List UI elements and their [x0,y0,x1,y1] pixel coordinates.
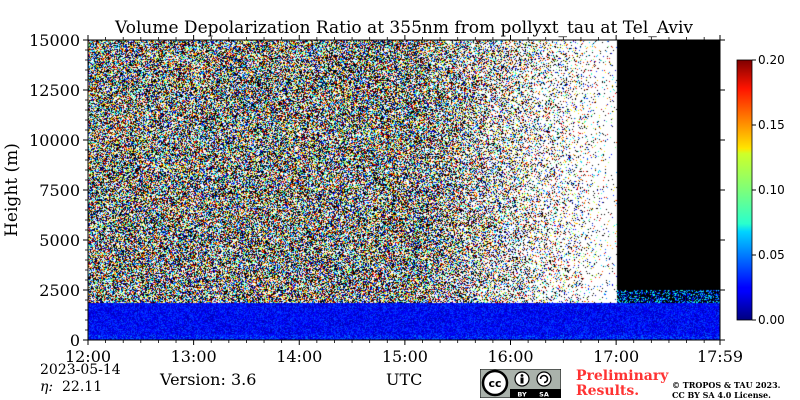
y-tick-label: 7500 [39,181,80,200]
colorbar-tick-label: 0.15 [758,118,785,132]
colorbar-tick-label: 0.20 [758,53,785,67]
chart-title: Volume Depolarization Ratio at 355nm fro… [114,18,693,38]
sa-label: SA [539,391,549,399]
eta-symbol: η: [40,379,54,395]
x-tick-label: 16:00 [487,347,533,366]
x-tick-label: 13:00 [171,347,217,366]
version-label: Version: 3.6 [160,370,257,389]
x-tick-label: 17:00 [593,347,639,366]
x-axis-label: UTC [386,370,423,389]
preliminary-line-1: Preliminary [576,368,669,384]
preliminary-notice: Preliminary Results. [576,369,668,399]
sa-icon [536,371,552,387]
y-tick-label: 15000 [29,31,80,50]
colorbar-tick-label: 0.00 [758,313,785,327]
cc-license-icon: cc BY SA [480,369,561,398]
y-tick-label: 0 [70,331,80,350]
y-axis: 0 2500 5000 7500 10000 12500 15000 [29,31,725,350]
copyright-line-1: © TROPOS & TAU 2023. [672,380,781,390]
y-tick-label: 10000 [29,131,80,150]
colorbar-axis: 0.00 0.05 0.10 0.15 0.20 [752,53,785,327]
svg-text:cc: cc [488,377,501,390]
preliminary-line-2: Results. [576,383,640,399]
colorbar-tick-label: 0.05 [758,248,785,262]
date-label: 2023-05-14 [40,362,121,378]
x-tick-label: 14:00 [276,347,322,366]
eta-value: 22.11 [62,379,103,395]
by-label: BY [517,391,527,399]
x-tick-label: 17:59 [697,347,743,366]
eta-label: η: 22.11 [40,379,102,395]
y-tick-label: 5000 [39,231,80,250]
y-tick-label: 2500 [39,281,80,300]
heatmap-image [88,40,720,340]
x-tick-label: 15:00 [382,347,428,366]
x-tick-label: 12:00 [65,347,111,366]
colorbar-tick-label: 0.10 [758,183,785,197]
y-tick-label: 12500 [29,81,80,100]
x-axis: 12:00 13:00 14:00 15:00 16:00 17:00 17:59 [65,35,743,366]
copyright-line-2: CC BY SA 4.0 License. [672,390,771,400]
copyright-notice: © TROPOS & TAU 2023. CC BY SA 4.0 License… [672,380,780,400]
y-axis-label: Height (m) [2,143,22,237]
colorbar [736,59,753,321]
